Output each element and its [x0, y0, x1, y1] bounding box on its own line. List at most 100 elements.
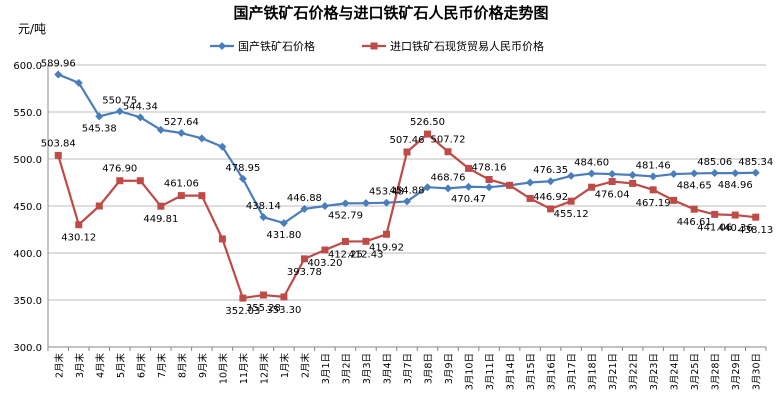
data-label: 454.88 [390, 185, 425, 196]
data-point [485, 183, 494, 192]
data-point [587, 169, 596, 178]
data-label: 455.12 [554, 209, 589, 220]
data-point [752, 213, 760, 221]
data-label: 507.46 [390, 135, 425, 146]
x-tick-label: 3月末 [74, 353, 86, 379]
data-point [669, 170, 678, 179]
data-point [300, 204, 309, 213]
data-label: 550.75 [102, 95, 137, 106]
x-tick-label: 2月末 [299, 353, 311, 379]
x-tick-label: 3月10日 [465, 353, 476, 390]
data-point [177, 129, 186, 138]
x-tick-label: 3月7日 [403, 353, 414, 384]
data-label: 393.78 [287, 267, 322, 278]
data-point [54, 70, 63, 79]
data-point [362, 237, 370, 245]
data-point [690, 169, 699, 178]
y-axis-label: 元/吨 [18, 22, 46, 36]
series-group [54, 70, 760, 302]
x-tick-label: 3月16日 [547, 353, 558, 390]
data-point [649, 172, 658, 181]
legend-item-2: 进口铁矿石现货贸易人民币价格 [362, 39, 544, 53]
x-tick-label: 2月末 [53, 353, 65, 379]
data-point [382, 230, 390, 238]
data-label: 507.72 [431, 135, 466, 146]
x-tick-label: 3月3日 [362, 353, 373, 384]
data-label: 453.48 [369, 187, 404, 198]
data-label: 485.06 [697, 157, 732, 168]
data-label: 468.76 [431, 172, 466, 183]
data-point [54, 151, 62, 159]
data-label: 412.43 [348, 249, 383, 260]
x-tick-label: 9月末 [197, 353, 209, 379]
data-point [485, 176, 493, 184]
data-label: 527.64 [164, 117, 199, 128]
x-tick-label: 1月末 [279, 353, 291, 379]
data-point [218, 142, 227, 151]
data-label: 484.60 [574, 157, 609, 168]
y-tick-label: 600.0 [13, 61, 42, 72]
series-2 [54, 130, 760, 302]
data-point [115, 107, 124, 116]
data-point [382, 198, 391, 207]
y-tick-label: 450.0 [13, 202, 42, 213]
data-label: 545.38 [82, 123, 117, 134]
data-point [526, 194, 534, 202]
data-label: 403.20 [307, 258, 342, 269]
data-point [608, 178, 616, 186]
x-tick-label: 7月末 [156, 353, 168, 379]
data-label: 438.13 [738, 225, 773, 236]
data-label: 481.46 [636, 160, 671, 171]
x-tick-label: 3月24日 [670, 353, 681, 390]
x-tick-label: 3月30日 [752, 353, 763, 390]
y-tick-label: 400.0 [13, 249, 42, 260]
data-point [465, 164, 473, 172]
x-tick-label: 3月17日 [567, 353, 578, 390]
data-point [95, 202, 103, 210]
legend-marker [370, 42, 378, 50]
data-point [403, 197, 411, 206]
x-tick-label: 3月8日 [424, 353, 435, 384]
data-label: 485.34 [738, 157, 773, 168]
x-tick-label: 3月11日 [485, 353, 496, 390]
data-point [136, 177, 144, 185]
data-label: 446.61 [677, 217, 712, 228]
data-label: 526.50 [410, 117, 445, 128]
data-point [218, 235, 226, 243]
data-point [238, 174, 247, 183]
data-label: 478.16 [472, 163, 507, 174]
data-point [75, 221, 83, 229]
data-point [629, 179, 637, 187]
data-label: 470.47 [451, 194, 486, 205]
x-tick-label: 3月1日 [321, 353, 332, 384]
data-label: 446.92 [533, 192, 568, 203]
data-point [751, 168, 760, 177]
data-point [444, 184, 453, 193]
data-label: 412.25 [328, 249, 363, 260]
x-tick-label: 3月29日 [731, 353, 742, 390]
legend-marker [218, 42, 226, 50]
data-label: 544.34 [123, 101, 158, 112]
data-label: 353.30 [266, 305, 301, 316]
data-point [464, 182, 473, 191]
x-tick-label: 3月28日 [711, 353, 722, 390]
grid [48, 64, 766, 348]
data-point [300, 255, 308, 263]
y-tick-label: 300.0 [13, 343, 42, 354]
data-label: 352.03 [225, 306, 260, 317]
axes: 300.0 350.0 400.0 450.0 500.0 550.0 600.0 2月末 3月… [13, 61, 767, 390]
data-point [567, 171, 576, 180]
x-tick-label: 4月末 [94, 353, 106, 379]
data-label: 589.96 [41, 58, 76, 69]
data-label: 461.06 [164, 179, 199, 190]
data-label: 503.84 [41, 138, 76, 149]
data-point [546, 177, 555, 186]
series-1 [54, 70, 760, 228]
x-tick-label: 6月末 [135, 353, 147, 379]
data-label: 438.14 [246, 201, 281, 212]
data-point [197, 134, 206, 143]
data-point [423, 183, 432, 192]
x-tick-label: 3月18日 [588, 353, 599, 390]
